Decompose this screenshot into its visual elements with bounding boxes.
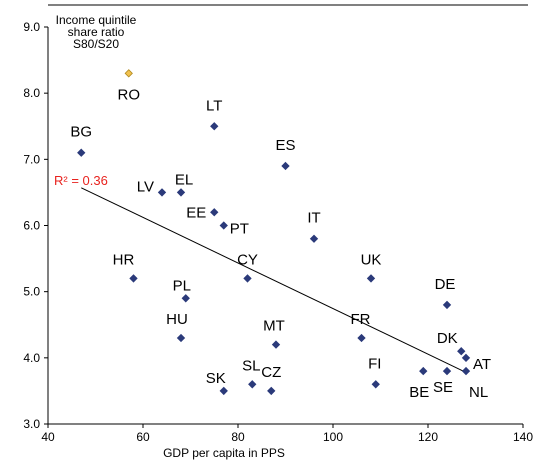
point-label-hu: HU	[166, 311, 188, 328]
point-de	[442, 300, 452, 310]
point-be	[419, 366, 428, 376]
point-sk	[219, 386, 228, 396]
x-tick-label: 40	[41, 430, 55, 444]
x-axis-title: GDP per capita in PPS	[163, 446, 285, 460]
y-tick-label: 3.0	[23, 417, 40, 431]
x-tick-label: 80	[231, 430, 245, 444]
point-at	[461, 353, 471, 362]
point-pt	[219, 221, 228, 230]
point-cy	[243, 274, 252, 283]
y-tick-label: 7.0	[23, 152, 40, 166]
point-el	[176, 188, 186, 197]
point-label-es: ES	[275, 137, 295, 154]
point-label-uk: UK	[361, 251, 382, 268]
point-label-hr: HR	[113, 251, 135, 268]
point-label-fi: FI	[368, 355, 381, 372]
y-tick-label: 8.0	[23, 86, 40, 100]
y-tick-label: 5.0	[23, 285, 40, 299]
point-label-be: BE	[409, 384, 429, 401]
point-label-dk: DK	[437, 330, 458, 347]
point-sl	[248, 380, 257, 389]
y-tick-label: 4.0	[23, 351, 40, 365]
trend-line	[81, 187, 467, 373]
point-label-cz: CZ	[261, 364, 281, 381]
point-label-at: AT	[473, 356, 491, 373]
point-lv	[157, 188, 167, 197]
point-label-sk: SK	[206, 370, 226, 387]
point-label-lt: LT	[206, 97, 222, 114]
point-label-it: IT	[307, 210, 320, 227]
point-label-de: DE	[435, 276, 456, 293]
point-label-el: EL	[175, 171, 193, 188]
y-axis-title-line: S80/S20	[73, 37, 119, 51]
point-ro	[124, 69, 133, 78]
point-fr	[357, 333, 366, 343]
point-hu	[176, 333, 186, 343]
point-it	[309, 234, 319, 243]
y-axis-title-line: Income quintile	[56, 13, 137, 27]
point-fi	[371, 380, 380, 389]
point-se	[442, 366, 452, 376]
y-axis-title-line: share ratio	[68, 25, 125, 39]
point-bg	[77, 148, 86, 157]
data-points: RO BG LT ES LV EL EE PT IT HR CY UK DE PL HU MT FR DK AT NL…	[70, 69, 491, 401]
point-label-fr: FR	[351, 311, 371, 328]
x-tick-label: 120	[418, 430, 438, 444]
point-label-se: SE	[433, 379, 453, 396]
point-label-sl: SL	[242, 357, 260, 374]
point-es	[281, 161, 290, 171]
x-tick-label: 60	[136, 430, 150, 444]
point-label-cy: CY	[237, 251, 258, 268]
point-label-pl: PL	[173, 277, 191, 294]
point-dk	[457, 347, 466, 356]
point-ee	[210, 208, 219, 217]
point-nl	[461, 366, 471, 376]
point-label-ee: EE	[186, 204, 206, 221]
r-squared-label: R² = 0.36	[54, 173, 108, 188]
point-lt	[210, 122, 219, 131]
point-mt	[271, 340, 281, 349]
point-uk	[366, 274, 376, 283]
point-label-lv: LV	[137, 178, 154, 195]
y-tick-label: 6.0	[23, 219, 40, 233]
x-tick-label: 140	[513, 430, 533, 444]
point-label-mt: MT	[263, 318, 285, 335]
point-pl	[181, 294, 190, 303]
axes: 3.0 4.0 5.0 6.0 7.0 8.0 9.0 40 60 80 100 120 140	[23, 20, 533, 444]
point-label-ro: RO	[118, 86, 141, 103]
point-label-bg: BG	[70, 124, 92, 141]
point-hr	[129, 274, 138, 283]
point-cz	[267, 386, 276, 396]
y-tick-label: 9.0	[23, 20, 40, 34]
x-tick-label: 100	[323, 430, 343, 444]
point-label-pt: PT	[230, 221, 249, 238]
point-label-nl: NL	[469, 384, 488, 401]
